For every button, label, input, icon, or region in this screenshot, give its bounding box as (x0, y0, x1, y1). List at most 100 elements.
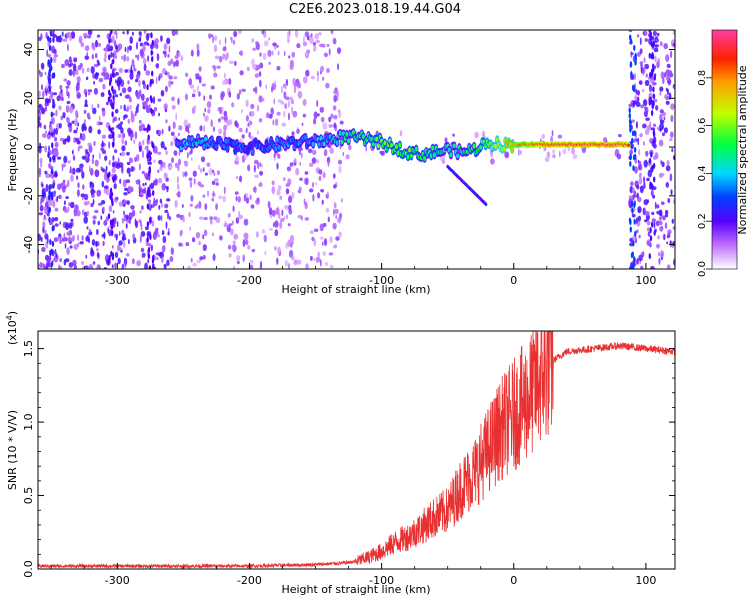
spectrogram-noise-dot (126, 151, 130, 156)
spectrogram-noise-dot (646, 239, 651, 246)
spectrogram-noise-dot (320, 116, 325, 123)
spectrogram-noise-dot (65, 183, 68, 188)
spectrogram-noise-dot (653, 220, 656, 229)
spectrogram-noise-dot (135, 73, 140, 80)
spectrogram-noise-dot (211, 180, 216, 185)
spectrogram-noise-dot (649, 121, 652, 129)
spectrogram-noise-dot (122, 237, 127, 241)
spectrogram-noise-dot (647, 169, 652, 178)
spectrogram-noise-dot (650, 189, 654, 197)
spectrogram-noise-dot (117, 257, 121, 265)
spectrogram-noise-dot (315, 256, 321, 263)
spectrogram-noise-dot (158, 252, 162, 257)
spectrogram-streak-dot (651, 103, 654, 110)
spectrogram-noise-dot (618, 134, 622, 138)
spectrogram-noise-dot (57, 156, 62, 160)
spectrogram-noise-dot (42, 217, 47, 221)
spectrogram-noise-dot (636, 192, 639, 199)
spectrogram-noise-dot (249, 264, 254, 269)
spectrogram-noise-dot (130, 133, 135, 139)
spectrogram-noise-dot (632, 235, 637, 242)
spectrogram-noise-dot (171, 96, 175, 102)
spectrogram-noise-dot (128, 45, 132, 51)
snr-frame (37, 330, 676, 570)
spectrogram-noise-dot (640, 265, 644, 269)
spectrogram-noise-dot (212, 35, 215, 44)
spectrogram-ridge-core (479, 144, 483, 150)
spectrogram-noise-dot (93, 63, 99, 68)
spectrogram-noise-dot (211, 197, 214, 202)
spectrogram-noise-dot (61, 237, 64, 242)
spectrogram-noise-dot (655, 105, 659, 111)
spectrogram-noise-dot (211, 169, 215, 174)
spectrogram-noise-dot (659, 86, 664, 92)
spectrogram-noise-dot (307, 148, 313, 154)
spectrogram-noise-dot (165, 221, 168, 230)
spectrogram-noise-dot (228, 119, 232, 126)
spectrogram-noise-dot (102, 83, 106, 90)
spectrogram-noise-dot (126, 200, 130, 206)
spectrogram-streak-dot (149, 95, 153, 102)
spectrogram-noise-dot (247, 164, 250, 171)
spectrogram-noise-dot (40, 160, 43, 168)
snr-y-tick-label: 0.5 (22, 487, 35, 505)
spectrogram-noise-dot (276, 162, 279, 170)
spectrogram-noise-dot (89, 165, 91, 173)
spectrogram-streak-dot (111, 230, 114, 236)
spectrogram-noise-dot (250, 58, 255, 66)
spectrogram-noise-dot (259, 170, 264, 176)
spectrogram-noise-dot (97, 129, 101, 135)
snr-y-tick-label: 1.5 (22, 340, 35, 358)
spectrogram-streak-dot (148, 125, 151, 131)
spectrogram-y-tick-label: -20 (22, 187, 35, 205)
spectrogram-noise-dot (103, 220, 108, 226)
spectrogram-noise-dot (305, 177, 309, 186)
spectrogram-noise-dot (299, 177, 303, 181)
spectrogram-noise-dot (293, 158, 297, 164)
spectrogram-noise-dot (92, 261, 96, 265)
spectrogram-noise-dot (634, 95, 638, 101)
spectrogram-noise-dot (333, 90, 338, 95)
spectrogram-noise-dot (270, 107, 275, 116)
spectrogram-noise-dot (153, 159, 156, 163)
spectrogram-noise-dot (136, 260, 141, 267)
spectrogram-noise-dot (106, 259, 111, 266)
spectrogram-noise-dot (64, 138, 69, 142)
colorbar: 0.0 0.2 0.4 0.6 0.8 Normalized spectral ampl… (697, 29, 749, 277)
spectrogram-ridge-core (265, 140, 269, 146)
spectrogram-noise-dot (55, 252, 58, 259)
spectrogram-noise-dot (128, 96, 132, 103)
spectrogram-noise-dot (320, 65, 325, 73)
spectrogram-streak-dot (50, 248, 53, 255)
spectrogram-noise-dot (94, 159, 99, 167)
spectrogram-noise-dot (310, 75, 315, 80)
spectrogram-noise-dot (283, 216, 286, 220)
spectrogram-noise-dot (309, 37, 315, 45)
spectrogram-noise-dot (68, 56, 72, 63)
spectrogram-noise-dot (664, 209, 669, 216)
spectrogram-noise-dot (313, 42, 316, 46)
spectrogram-noise-dot (317, 70, 319, 77)
spectrogram-ridge-core (394, 144, 399, 150)
spectrogram-noise-dot (91, 53, 95, 60)
spectrogram-noise-dot (259, 162, 262, 168)
spectrogram-noise-dot (326, 191, 329, 198)
spectrogram-streak-dot (149, 216, 152, 223)
spectrogram-noise-dot (332, 222, 337, 230)
spectrogram-noise-dot (199, 256, 204, 261)
spectrogram-noise-dot (143, 41, 149, 46)
spectrogram-noise-dot (208, 167, 213, 176)
spectrogram-noise-dot (639, 37, 642, 46)
spectrogram-noise-dot (322, 122, 328, 130)
spectrogram-ridge-core (396, 150, 400, 156)
spectrogram-noise-dot (664, 214, 669, 218)
spectrogram-streak-dot (628, 118, 632, 125)
spectrogram-noise-dot (54, 141, 59, 148)
snr-y-tick-label: 1.0 (22, 413, 35, 431)
spectrogram-noise-dot (196, 203, 198, 209)
spectrogram-noise-dot (121, 217, 124, 224)
spectrogram-noise-dot (40, 236, 43, 242)
spectrogram-noise-dot (659, 91, 662, 96)
spectrogram-noise-dot (200, 168, 203, 173)
spectrogram-noise-dot (643, 176, 646, 184)
